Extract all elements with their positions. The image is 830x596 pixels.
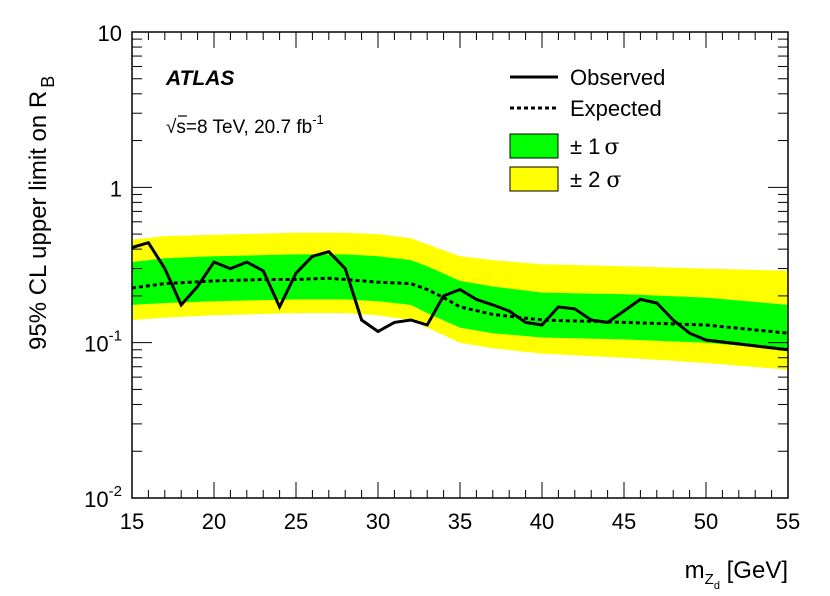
x-axis-sub: Z (705, 571, 714, 588)
y-tick-label: 10 (98, 21, 122, 46)
x-axis-subsub: d (714, 580, 720, 592)
energy-label-sup: -1 (312, 112, 324, 127)
legend-expected-label: Expected (570, 96, 662, 121)
y-axis-label: 95% CL upper limit on R (25, 91, 52, 350)
legend-band1-swatch (509, 133, 559, 159)
y-tick-exponent: -1 (109, 328, 122, 345)
legend-band2-swatch (509, 166, 559, 192)
legend-observed-label: Observed (570, 65, 665, 90)
axis-ticks (131, 32, 789, 499)
x-tick-label: 45 (612, 509, 636, 534)
atlas-label: ATLAS (165, 67, 234, 90)
expected-line (131, 276, 789, 335)
x-tick-label: 25 (284, 509, 308, 534)
x-tick-label: 40 (530, 509, 554, 534)
observed-line (131, 240, 789, 352)
y-tick-label: 10-1 (84, 328, 122, 357)
energy-label: √s=8 TeV, 20.7 fb-1 (166, 112, 324, 138)
x-axis-symbol: m (685, 557, 705, 584)
y-tick-base: 10 (84, 332, 108, 357)
x-axis-unit: [GeV] (727, 557, 788, 584)
x-tick-label: 50 (694, 509, 718, 534)
y-axis-title: 95% CL upper limit on R B (25, 76, 58, 350)
y-tick-exponent: -2 (109, 483, 122, 500)
y-tick-base: 10 (84, 487, 108, 512)
x-axis-title: mZd [GeV] (685, 557, 788, 592)
uncertainty-bands (132, 232, 788, 370)
limit-lines (131, 240, 789, 352)
x-tick-label: 55 (776, 509, 800, 534)
y-tick-label: 1 (110, 176, 122, 201)
y-tick-label: 10-2 (84, 483, 122, 512)
x-tick-label: 35 (448, 509, 472, 534)
energy-label-main: √s=8 TeV, 20.7 fb (166, 117, 312, 138)
x-tick-label: 30 (366, 509, 390, 534)
x-tick-label: 15 (120, 509, 144, 534)
y-axis-sub: B (38, 76, 58, 88)
x-tick-label: 20 (202, 509, 226, 534)
